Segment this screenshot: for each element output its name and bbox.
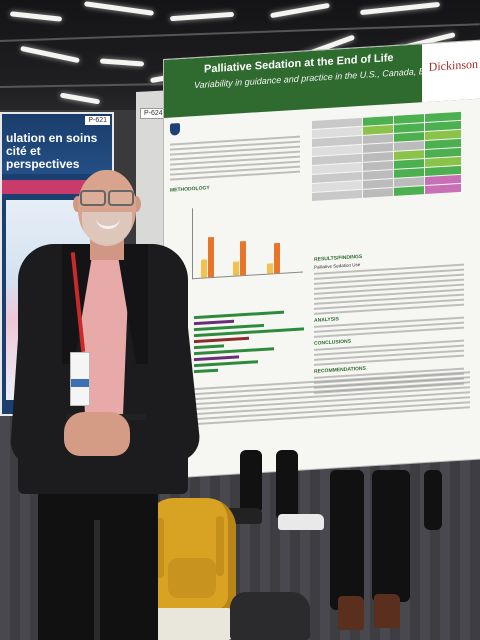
yellow-backpack [146,498,236,616]
bystander-legs [240,450,262,514]
bystander-legs [330,470,364,610]
bystander-legs [276,450,298,520]
white-bag [150,608,232,640]
badge-stripe [71,379,89,387]
glasses-lens [108,190,134,206]
clasped-hands [64,412,130,456]
glasses-lens [80,190,106,206]
left-poster-title: ulation en soins cité et perspectives [6,131,98,171]
left-poster-number: P-621 [85,116,110,125]
bystander-legs [424,470,442,530]
presenter-smile [96,218,120,229]
name-badge [70,352,90,406]
bystander-shoe [374,594,400,628]
black-bag [230,592,310,640]
glasses-icon [80,190,134,206]
pants-gap [94,520,100,640]
bystander-shoe [278,514,324,530]
backpack-strap [216,516,224,576]
backpack-pocket [168,558,216,598]
bystander-shoe [338,596,364,630]
ear [73,196,82,212]
bystander-legs [372,470,410,602]
ear [132,196,141,212]
backpack-strap [156,518,164,578]
